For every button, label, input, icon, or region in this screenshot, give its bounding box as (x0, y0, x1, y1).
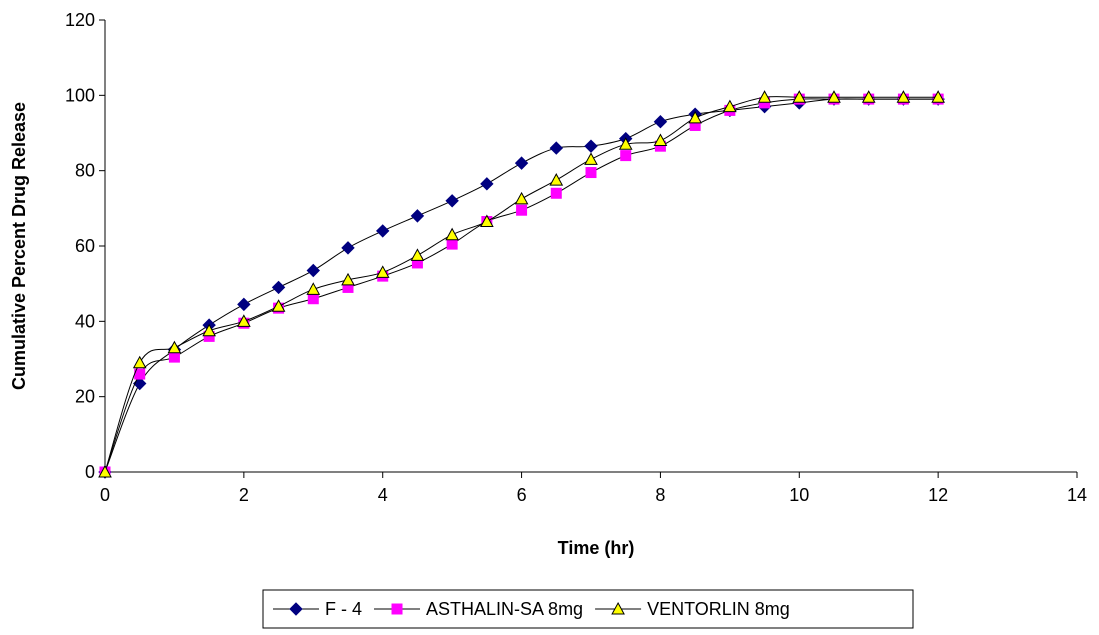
triangle-marker (306, 282, 321, 295)
square-marker (307, 293, 319, 305)
axes: 0 20 40 60 80 100 120 0 2 4 6 8 10 12 14 (65, 10, 1087, 505)
x-tick-label: 4 (378, 485, 388, 505)
diamond-marker (289, 602, 303, 616)
triangle-marker (237, 314, 251, 327)
triangle-marker (653, 133, 668, 147)
series-line (104, 98, 939, 473)
triangle-marker (549, 173, 564, 186)
triangle-marker (618, 137, 633, 150)
diamond-marker (653, 114, 668, 129)
diamond-marker (480, 177, 494, 191)
square-marker (446, 238, 458, 250)
triangle-marker (375, 265, 390, 278)
x-axis-title: Time (hr) (558, 538, 635, 558)
diamond-marker (271, 280, 286, 295)
diamond-marker (549, 141, 563, 155)
triangle-marker (271, 299, 286, 312)
triangle-marker (861, 90, 876, 103)
triangle-marker (167, 340, 182, 354)
triangle-marker (584, 152, 598, 165)
diamond-marker (237, 297, 251, 312)
legend-label: VENTORLIN 8mg (647, 599, 790, 619)
x-tick-label: 12 (928, 485, 948, 505)
diamond-marker (376, 224, 390, 238)
triangle-marker (827, 90, 841, 103)
y-tick-label: 0 (85, 462, 95, 482)
x-tick-label: 6 (517, 485, 527, 505)
y-tick-label: 100 (65, 85, 95, 105)
triangle-marker (688, 110, 702, 124)
y-tick-label: 20 (75, 387, 95, 407)
square-marker (620, 150, 632, 162)
series-1 (99, 93, 944, 478)
x-tick-label: 2 (239, 485, 249, 505)
triangle-marker (896, 90, 911, 103)
diamond-marker (306, 263, 320, 278)
triangle-marker (723, 99, 737, 113)
series-2 (98, 90, 945, 478)
square-marker (550, 187, 562, 199)
series-line (104, 96, 939, 473)
series-line (104, 98, 939, 473)
legend-item-0: F - 4 (273, 599, 362, 619)
triangle-marker (757, 90, 772, 103)
x-tick-label: 8 (655, 485, 665, 505)
triangle-marker (98, 464, 112, 478)
x-tick-label: 0 (100, 485, 110, 505)
diamond-marker (584, 139, 598, 153)
square-marker (585, 167, 597, 179)
y-tick-label: 60 (75, 236, 95, 256)
square-marker (168, 351, 180, 363)
triangle-marker (611, 601, 625, 615)
triangle-marker (480, 214, 494, 228)
triangle-marker (410, 248, 425, 261)
legend: F - 4 ASTHALIN-SA 8mg VENTORLIN 8mg (262, 589, 914, 629)
legend-label: F - 4 (325, 599, 362, 619)
x-tick-label: 14 (1067, 485, 1087, 505)
y-tick-label: 40 (75, 311, 95, 331)
triangle-marker (514, 191, 529, 205)
triangle-marker (202, 323, 216, 337)
square-marker (516, 204, 528, 216)
legend-item-1: ASTHALIN-SA 8mg (374, 599, 583, 619)
legend-box (262, 589, 914, 629)
diamond-marker (514, 156, 529, 170)
y-tick-label: 120 (65, 10, 95, 30)
y-tick-label: 80 (75, 161, 95, 181)
diamond-marker (410, 209, 425, 223)
triangle-marker (931, 90, 945, 103)
triangle-marker (341, 272, 355, 286)
triangle-marker (792, 90, 807, 103)
square-marker (391, 603, 403, 615)
x-tick-label: 10 (789, 485, 809, 505)
diamond-marker (341, 241, 355, 255)
series-0 (98, 92, 945, 479)
triangle-marker (445, 227, 459, 241)
diamond-marker (445, 194, 459, 208)
legend-label: ASTHALIN-SA 8mg (426, 599, 583, 619)
y-axis-title: Cumulative Percent Drug Release (9, 102, 29, 390)
series-layer (98, 90, 945, 479)
triangle-marker (132, 355, 147, 369)
legend-item-2: VENTORLIN 8mg (595, 599, 790, 619)
